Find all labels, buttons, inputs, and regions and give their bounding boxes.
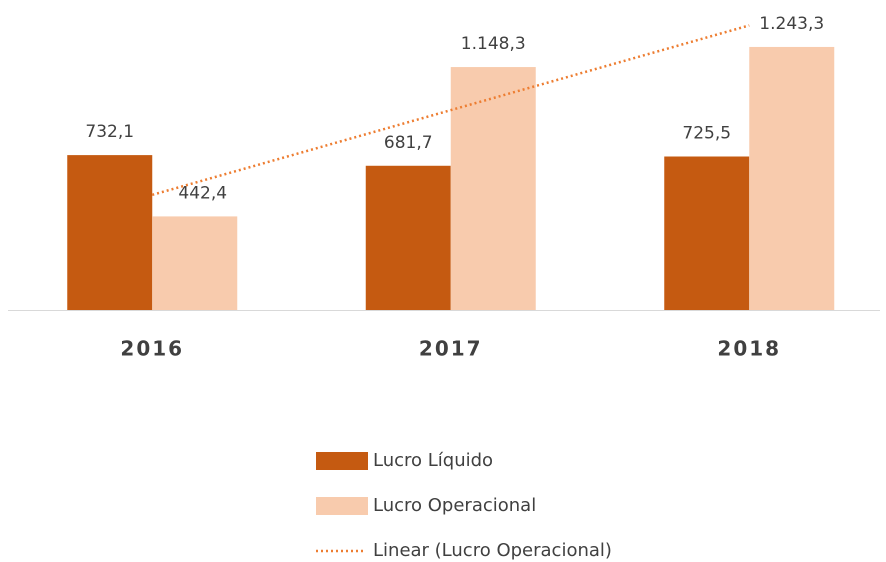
- bar: [450, 67, 536, 311]
- data-label: 442,4: [178, 183, 227, 203]
- data-label: 681,7: [384, 133, 433, 153]
- legend-swatch: [316, 497, 368, 515]
- trendline: [151, 24, 750, 197]
- bar: [664, 156, 750, 310]
- legend-swatch: [316, 452, 368, 470]
- legend-label: Lucro Líquido: [373, 450, 493, 471]
- legend-label: Lucro Operacional: [373, 495, 536, 516]
- x-tick-label: 2017: [419, 337, 483, 361]
- bar: [365, 165, 451, 310]
- bar: [749, 46, 835, 310]
- bar: [152, 216, 238, 310]
- data-label: 1.148,3: [461, 34, 526, 54]
- bar: [67, 155, 153, 310]
- data-label: 1.243,3: [759, 14, 824, 34]
- x-tick-label: 2018: [717, 337, 781, 361]
- legend-label: Linear (Lucro Operacional): [373, 540, 612, 561]
- x-tick-label: 2016: [120, 337, 184, 361]
- data-label: 725,5: [682, 124, 731, 144]
- data-label: 732,1: [85, 122, 134, 142]
